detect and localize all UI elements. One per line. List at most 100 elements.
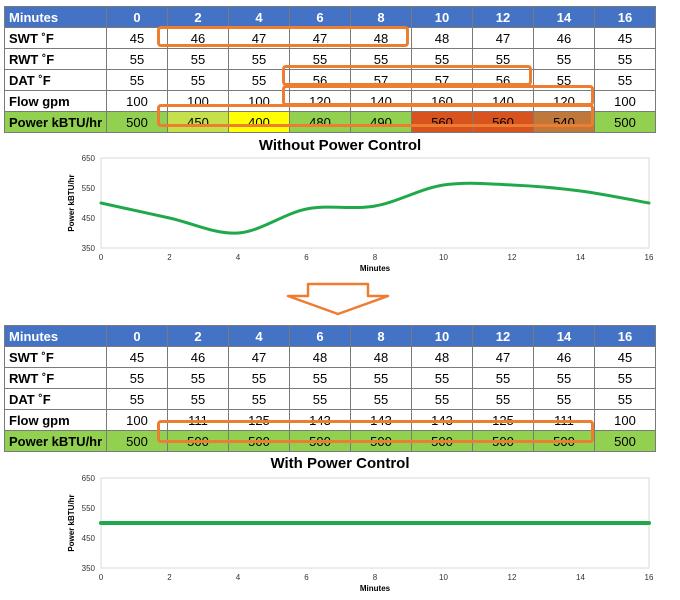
table-cell: 55 [533,69,595,91]
table-cell: 46 [167,27,229,49]
table-cell: 56 [289,69,351,91]
table-cell: 47 [472,27,534,49]
table-cell: 2 [167,325,229,347]
x-tick-label: 2 [167,253,172,262]
table-cell: 46 [167,346,229,368]
x-tick-label: 8 [373,253,378,262]
table-cell: 500 [472,430,534,452]
table-cell: 47 [228,346,290,368]
table-cell: 14 [533,325,595,347]
table-cell: 55 [472,48,534,70]
table-cell: 46 [533,27,595,49]
x-tick-label: 6 [304,253,309,262]
plot-area [100,157,650,249]
x-tick-label: 14 [576,573,585,582]
x-tick-label: 12 [508,573,517,582]
y-tick-label: 550 [82,184,96,193]
table-cell: 500 [289,430,351,452]
row-label: Power kBTU/hr [4,430,107,452]
table-cell: 143 [350,409,412,431]
table-cell: 55 [350,388,412,410]
chart-with-power-control: 350 450 550 650 0 2 4 6 8 10 12 14 16 Minutes Power kB… [67,474,654,593]
table-row: Flow gpm 100 111 125 143 143 143 125 111 100 [4,409,656,431]
table-cell: 500 [594,430,656,452]
table-cell: 100 [228,90,290,112]
table-cell: 57 [411,69,473,91]
table-cell: 120 [289,90,351,112]
row-label: Minutes [4,325,107,347]
x-tick-label: 16 [645,253,654,262]
x-tick-label: 0 [99,253,104,262]
x-axis-label: Minutes [360,264,391,273]
table-body: Minutes 0 2 4 6 8 10 12 14 16 SWT ˚F 45 46 47 48 48 48 47… [4,325,656,452]
table-cell: 12 [472,6,534,28]
table-cell: 48 [411,27,473,49]
table-cell: 55 [472,388,534,410]
table-cell: 500 [228,430,290,452]
table-cell: 10 [411,6,473,28]
table-cell: 8 [350,325,412,347]
chart-without-power-control: 350 450 550 650 0 2 4 6 8 10 12 14 16 Minutes Power kB… [67,154,654,273]
table-cell: 8 [350,6,412,28]
row-label: Flow gpm [4,409,107,431]
table-cell: 55 [106,69,168,91]
table-cell: 490 [350,111,412,133]
table-row: Power kBTU/hr 500 450 400 480 490 560 560 540 500 [4,111,656,133]
x-tick-label: 10 [439,573,448,582]
table-cell: 55 [594,69,656,91]
y-tick-label: 450 [82,214,96,223]
table-cell: 560 [411,111,473,133]
table-cell: 55 [228,367,290,389]
x-axis-label: Minutes [360,584,391,593]
y-axis-label: Power kBTU/hr [67,174,76,231]
table-cell: 55 [594,388,656,410]
table-cell: 55 [594,367,656,389]
table-cell: 500 [106,111,168,133]
table-cell: 111 [533,409,595,431]
table-cell: 16 [594,6,656,28]
y-tick-label: 650 [82,474,96,483]
x-tick-label: 10 [439,253,448,262]
table-without-power-control: Minutes 0 2 4 6 8 10 12 14 16 SWT ˚F 45 46 47 47 48 48 47… [4,6,656,133]
table-cell: 55 [533,388,595,410]
table-cell: 55 [167,69,229,91]
table-cell: 48 [411,346,473,368]
table-cell: 143 [289,409,351,431]
table-cell: 4 [228,6,290,28]
table-with-power-control: Minutes 0 2 4 6 8 10 12 14 16 SWT ˚F 45 46 47 48 48 48 47… [4,325,656,452]
table-cell: 47 [472,346,534,368]
table-cell: 45 [106,27,168,49]
row-label: RWT ˚F [4,48,107,70]
table-cell: 55 [472,367,534,389]
x-tick-label: 4 [236,253,241,262]
table-cell: 46 [533,346,595,368]
table-cell: 47 [228,27,290,49]
row-label: Power kBTU/hr [4,111,107,133]
table-cell: 125 [228,409,290,431]
table-cell: 55 [411,388,473,410]
table-cell: 55 [228,388,290,410]
table-row: Power kBTU/hr 500 500 500 500 500 500 500 500 500 [4,430,656,452]
y-tick-label: 650 [82,154,96,163]
table-cell: 500 [411,430,473,452]
table-cell: 100 [594,90,656,112]
table-cell: 500 [350,430,412,452]
table-cell: 55 [106,367,168,389]
chart-title: Without Power Control [258,137,422,154]
table-cell: 55 [106,48,168,70]
table-cell: 45 [594,27,656,49]
table-cell: 55 [289,388,351,410]
table-cell: 400 [228,111,290,133]
table-cell: 55 [289,367,351,389]
table-cell: 140 [350,90,412,112]
y-tick-label: 350 [82,564,96,573]
x-tick-label: 16 [645,573,654,582]
table-cell: 55 [228,69,290,91]
table-cell: 100 [106,409,168,431]
table-cell: 100 [594,409,656,431]
down-arrow-icon [286,282,390,316]
y-tick-label: 550 [82,504,96,513]
row-label: SWT ˚F [4,346,107,368]
table-cell: 160 [411,90,473,112]
table-row: DAT ˚F 55 55 55 55 55 55 55 55 55 [4,388,656,410]
